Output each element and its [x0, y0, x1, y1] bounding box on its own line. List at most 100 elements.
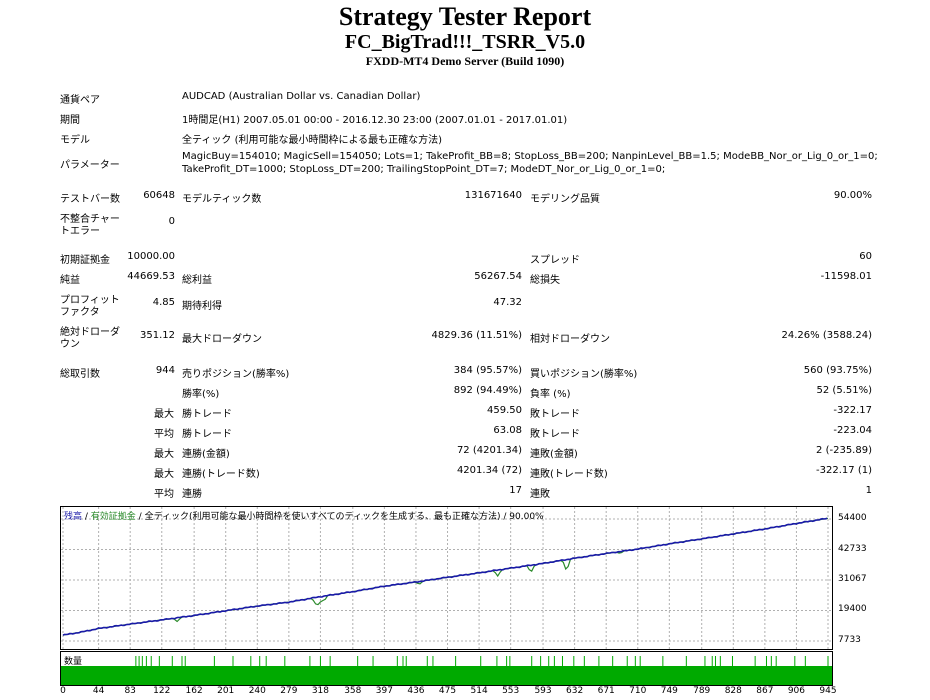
- avg-consec-win-label: 連勝: [182, 489, 202, 500]
- x-tick-label: 671: [597, 686, 615, 696]
- x-tick-label: 122: [153, 686, 171, 696]
- net-value: 44669.53: [127, 271, 175, 282]
- abs-dd-label-1: 絶対ドローダ: [60, 327, 120, 338]
- total-trades-label: 総取引数: [60, 369, 100, 380]
- params-line-2: TakeProfit_DT=1000; StopLoss_DT=200; Tra…: [182, 164, 666, 175]
- y-tick-label: 54400: [838, 513, 867, 523]
- bars-value: 60648: [143, 190, 175, 201]
- consec-loss-amt-value: 2 (-235.89): [816, 445, 872, 456]
- gross-loss-label: 総損失: [530, 275, 560, 286]
- model-value: 全ティック (利用可能な最小時間枠による最も正確な方法): [182, 135, 443, 146]
- x-tick-label: 789: [693, 686, 711, 696]
- long-value: 560 (93.75%): [803, 365, 872, 376]
- abs-dd-label-2: ウン: [60, 339, 80, 350]
- x-tick-label: 749: [660, 686, 678, 696]
- max-dd-label: 最大ドローダウン: [182, 334, 262, 345]
- y-tick-label: 7733: [838, 635, 861, 645]
- long-label: 買いポジション(勝率%): [530, 369, 638, 380]
- average-word: 平均: [154, 429, 174, 440]
- x-tick-label: 828: [724, 686, 742, 696]
- average-loss-value: -223.04: [833, 425, 872, 436]
- balance-chart: [60, 506, 833, 650]
- short-value: 384 (95.57%): [453, 365, 522, 376]
- consec-win-cnt-value: 4201.34 (72): [456, 465, 522, 476]
- short-label: 売りポジション(勝率%): [182, 369, 290, 380]
- max-dd-value: 4829.36 (11.51%): [431, 330, 522, 341]
- balance-series-line: [62, 517, 828, 636]
- average-win-label: 勝トレード: [182, 429, 232, 440]
- legend-quality: 90.00%: [509, 512, 544, 522]
- consec-loss-cnt-label: 連敗(トレード数): [530, 469, 608, 480]
- loss-value: 52 (5.51%): [816, 385, 872, 396]
- pf-label-2: ファクタ: [60, 307, 100, 318]
- gross-profit-value: 56267.54: [474, 271, 522, 282]
- pf-label-1: プロフィット: [60, 295, 120, 306]
- x-tick-label: 162: [185, 686, 203, 696]
- average-loss-label: 敗トレード: [530, 429, 580, 440]
- legend-sep-2: /: [135, 512, 145, 522]
- spread-value: 60: [859, 251, 872, 262]
- largest-win-value: 459.50: [487, 405, 522, 416]
- ticks-label: モデルティック数: [182, 194, 262, 205]
- volume-bar-fill: [61, 666, 832, 685]
- x-tick-label: 514: [470, 686, 488, 696]
- volume-chart-svg: [61, 656, 832, 685]
- legend-model: 全ティック(利用可能な最小時間枠を使いすべてのティックを生成する、最も正確な方法…: [144, 512, 501, 522]
- y-tick-label: 42733: [838, 543, 867, 554]
- mismatch-label-1: 不整合チャー: [60, 214, 120, 225]
- x-tick-label: 436: [407, 686, 425, 696]
- expected-label: 期待利得: [182, 301, 222, 312]
- x-tick-label: 83: [124, 686, 136, 696]
- report-title: Strategy Tester Report: [338, 2, 592, 31]
- y-tick-label: 19400: [838, 604, 867, 615]
- params-label: パラメーター: [60, 160, 120, 171]
- consec-win-amt-value: 72 (4201.34): [456, 445, 522, 456]
- quality-label: モデリング品質: [530, 194, 600, 205]
- rel-dd-label: 相対ドローダウン: [530, 334, 610, 345]
- largest-loss-value: -322.17: [833, 405, 872, 416]
- volume-label: 数量: [64, 657, 83, 667]
- server-name: FXDD-MT4 Demo Server (Build 1090): [365, 54, 565, 68]
- ea-name: FC_BigTrad!!!_TSRR_V5.0: [344, 31, 586, 53]
- bars-label: テストバー数: [60, 194, 120, 205]
- win-label: 勝率(%): [182, 389, 220, 400]
- consec-loss-amt-label: 連敗(金額): [530, 449, 578, 460]
- consec-win-cnt-label: 連勝(トレード数): [182, 469, 260, 480]
- ticks-value: 131671640: [464, 190, 522, 201]
- x-tick-label: 0: [60, 686, 66, 696]
- gross-loss-value: -11598.01: [820, 271, 872, 282]
- deposit-label: 初期証拠金: [60, 255, 110, 266]
- quality-value: 90.00%: [833, 190, 872, 201]
- x-tick-label: 632: [566, 686, 584, 696]
- spread-label: スプレッド: [530, 255, 580, 266]
- x-tick-label: 240: [248, 686, 266, 696]
- pf-value: 4.85: [152, 297, 175, 308]
- x-tick-label: 945: [819, 686, 837, 696]
- largest-win-label: 勝トレード: [182, 409, 232, 420]
- largest-word: 最大: [154, 409, 174, 420]
- loss-label: 負率 (%): [530, 389, 571, 400]
- x-tick-label: 44: [92, 686, 105, 696]
- average-win-value: 63.08: [493, 425, 522, 436]
- expected-value: 47.32: [493, 297, 522, 308]
- largest-loss-label: 敗トレード: [530, 409, 580, 420]
- legend-balance: 残高: [64, 512, 83, 522]
- x-tick-label: 867: [756, 686, 774, 696]
- max-consec-cnt-word: 最大: [154, 469, 174, 480]
- avg-consec-win-value: 17: [509, 485, 522, 496]
- win-value: 892 (94.49%): [453, 385, 522, 396]
- consec-win-amt-label: 連勝(金額): [182, 449, 230, 460]
- net-label: 純益: [60, 275, 80, 286]
- x-tick-label: 201: [217, 686, 235, 696]
- symbol-label: 通貨ペア: [60, 95, 100, 106]
- avg-consec-loss-label: 連敗: [530, 489, 550, 500]
- avg-consec-word: 平均: [154, 489, 174, 500]
- x-tick-label: 593: [534, 686, 552, 696]
- symbol-value: AUDCAD (Australian Dollar vs. Canadian D…: [182, 91, 421, 102]
- x-tick-label: 397: [375, 686, 393, 696]
- legend-equity: 有効証拠金: [90, 512, 136, 522]
- max-consec-amt-word: 最大: [154, 449, 174, 460]
- period-value: 1時間足(H1) 2007.05.01 00:00 - 2016.12.30 2…: [182, 115, 568, 126]
- period-label: 期間: [60, 115, 80, 126]
- volume-chart: [60, 651, 833, 686]
